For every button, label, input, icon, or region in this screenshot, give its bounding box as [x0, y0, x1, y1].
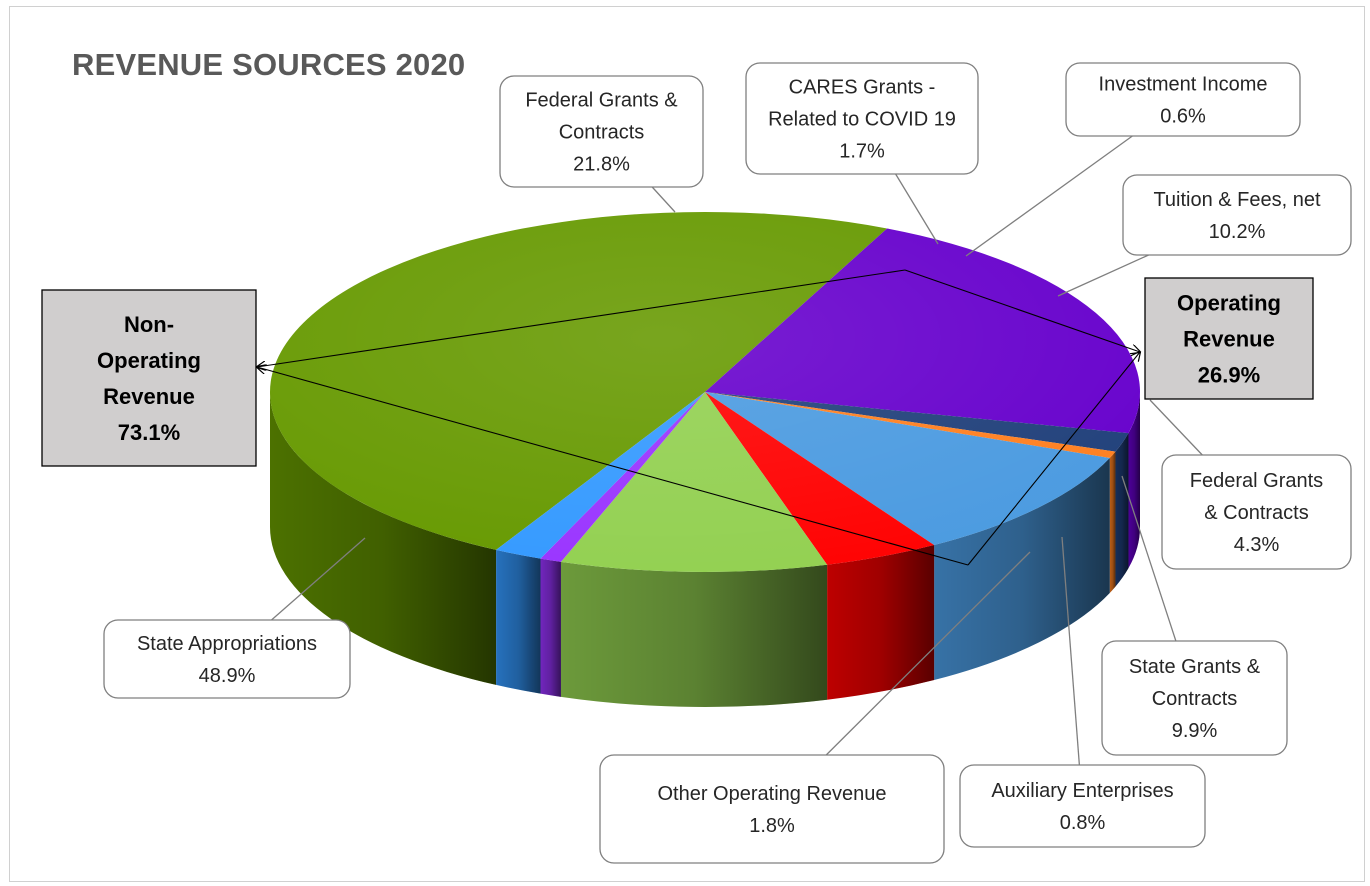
- callout-text: Federal Grants &: [525, 90, 678, 112]
- callout-text: 1.7%: [839, 141, 885, 163]
- group-label: 73.1%: [118, 420, 180, 445]
- callout-federal-grants-contracts-4: Federal Grants & Contracts 4.3%: [1161, 454, 1352, 570]
- callout-box: [745, 62, 979, 175]
- group-arrow: [904, 269, 1140, 352]
- leader-line: [1149, 399, 1203, 456]
- leader-line: [1057, 254, 1149, 297]
- callout-state-grants-contracts-5: State Grants & Contracts 9.9%: [1101, 640, 1288, 756]
- callout-text: Investment Income: [1099, 74, 1268, 96]
- callout-text: 0.6%: [1160, 106, 1206, 128]
- leader-line: [271, 537, 366, 621]
- group-box: [1144, 277, 1314, 400]
- callout-box: [959, 764, 1206, 848]
- callout-text: Related to COVID 19: [768, 109, 956, 131]
- callout-box: [1122, 174, 1352, 256]
- non-operating-revenue-box: Non- Operating Revenue 73.1%: [41, 289, 257, 467]
- callout-text: Tuition & Fees, net: [1153, 189, 1321, 211]
- callout-text: 21.8%: [573, 154, 630, 176]
- callout-investment-income-2: Investment Income 0.6%: [1065, 62, 1301, 137]
- pie-side-shade: [496, 549, 541, 694]
- leader-line: [1061, 536, 1081, 766]
- pie-side-shade: [1115, 433, 1129, 587]
- callout-text: 48.9%: [199, 665, 256, 687]
- callout-box: [103, 619, 351, 699]
- callout-text: Other Operating Revenue: [657, 783, 886, 805]
- chart-title: REVENUE SOURCES 2020: [72, 47, 466, 82]
- callout-text: 9.9%: [1172, 720, 1218, 742]
- leader-line: [651, 186, 676, 213]
- operating-revenue-box: Operating Revenue 26.9%: [1144, 277, 1314, 400]
- callout-text: 10.2%: [1209, 221, 1266, 243]
- pie-side-shade: [827, 545, 935, 700]
- group-label: Revenue: [1183, 327, 1275, 352]
- callout-box: [1065, 62, 1301, 137]
- callout-text: 4.3%: [1234, 534, 1280, 556]
- pie-side-shade: [540, 558, 561, 697]
- callout-text: Contracts: [1152, 688, 1238, 710]
- callout-text: 1.8%: [749, 815, 795, 837]
- group-label: 26.9%: [1198, 363, 1260, 388]
- group-label: Operating: [1177, 291, 1281, 316]
- group-arrow: [257, 269, 906, 367]
- callout-federal-grants-contracts-0: Federal Grants & Contracts 21.8%: [499, 75, 704, 188]
- callout-text: CARES Grants -: [789, 77, 936, 99]
- callout-text: 0.8%: [1060, 812, 1106, 834]
- callout-auxiliary-enterprises-6: Auxiliary Enterprises 0.8%: [959, 764, 1206, 848]
- callout-text: Contracts: [559, 122, 645, 144]
- callout-text: State Grants &: [1129, 656, 1261, 678]
- leader-line: [1121, 475, 1177, 642]
- callout-state-appropriations-8: State Appropriations 48.9%: [103, 619, 351, 699]
- pie-side-shade: [1109, 451, 1116, 593]
- group-arrow: [257, 367, 969, 566]
- callout-other-operating-revenue-7: Other Operating Revenue 1.8%: [599, 754, 945, 864]
- group-box: [41, 289, 257, 467]
- group-arrow: [967, 352, 1140, 566]
- callout-text: Federal Grants: [1190, 470, 1323, 492]
- chart-frame: REVENUE SOURCES 2020: [9, 6, 1365, 882]
- pie-side-shade: [560, 561, 828, 707]
- callout-box: [1161, 454, 1352, 570]
- leader-line: [965, 135, 1133, 257]
- callout-text: & Contracts: [1204, 502, 1308, 524]
- callout-text: Auxiliary Enterprises: [991, 780, 1173, 802]
- leader-line: [895, 173, 939, 245]
- callout-text: State Appropriations: [137, 633, 317, 655]
- callout-box: [599, 754, 945, 864]
- callout-box: [499, 75, 704, 188]
- leader-line: [825, 551, 1031, 756]
- group-label: Non-: [124, 312, 174, 337]
- group-label: Operating: [97, 348, 201, 373]
- group-label: Revenue: [103, 384, 195, 409]
- callout-cares-grants-related-to-covid-19-1: CARES Grants - Related to COVID 19 1.7%: [745, 62, 979, 175]
- callout-tuition-fees-net-3: Tuition & Fees, net 10.2%: [1122, 174, 1352, 256]
- callout-box: [1101, 640, 1288, 756]
